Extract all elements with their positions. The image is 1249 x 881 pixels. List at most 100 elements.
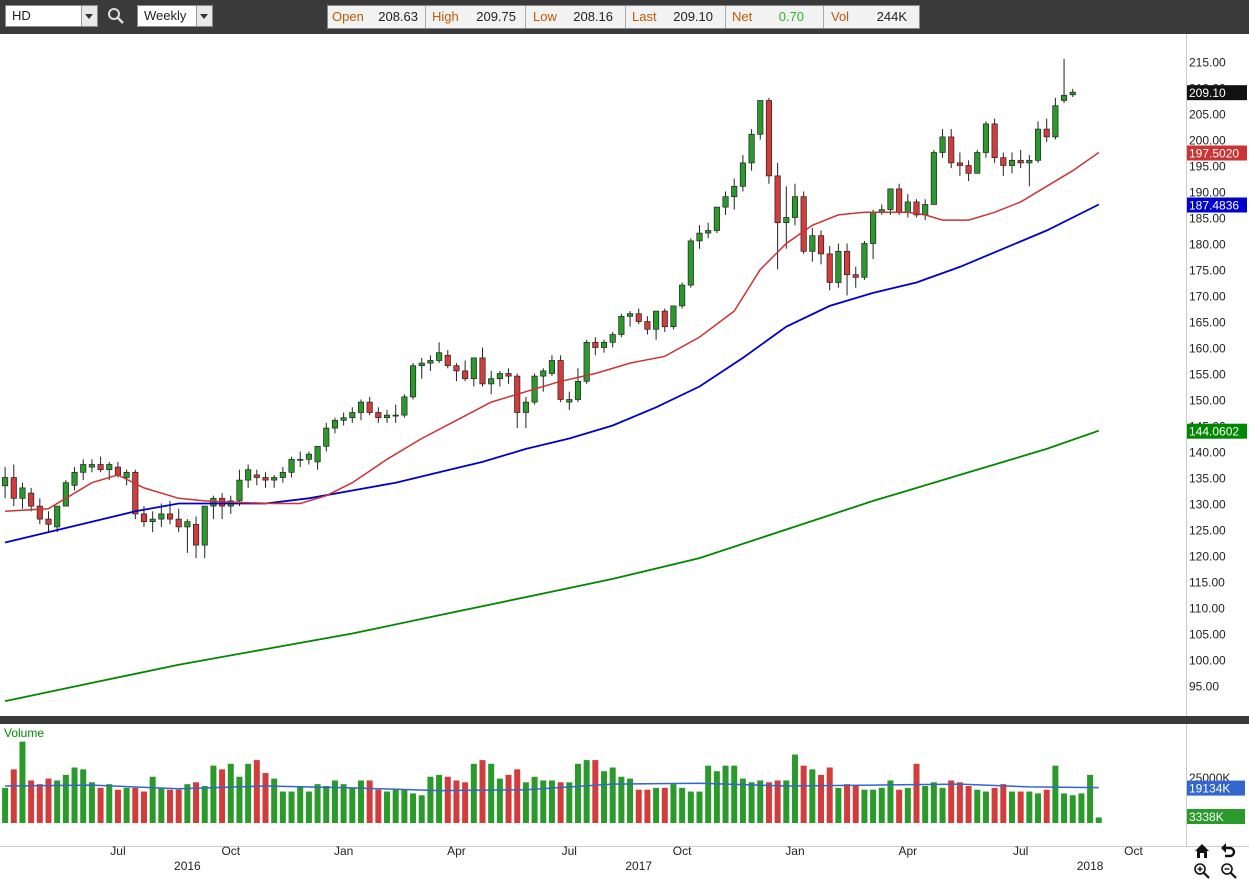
candle	[887, 188, 894, 215]
home-icon[interactable]	[1195, 844, 1209, 858]
ma-mid-label-tag	[1187, 197, 1247, 213]
candle	[696, 225, 703, 249]
x-tick-label: Oct	[221, 844, 240, 858]
price-tick-label: 155.00	[1189, 368, 1226, 382]
volume-bar	[2, 787, 9, 823]
candle	[10, 464, 17, 507]
pane-divider[interactable]	[0, 716, 1249, 724]
ma-mid-label: 187.4836	[1189, 199, 1239, 213]
volume-bar	[297, 786, 304, 823]
volume-bar	[323, 786, 330, 823]
candle	[1017, 149, 1024, 169]
volume-bar	[444, 776, 451, 823]
candle	[331, 417, 338, 434]
symbol-input[interactable]: HD	[5, 5, 98, 27]
price-tick-label: 150.00	[1189, 394, 1226, 408]
candle	[757, 100, 764, 140]
candle	[444, 350, 451, 369]
low-label: Low	[533, 9, 557, 24]
volume-title: Volume	[4, 726, 44, 740]
candle	[982, 121, 989, 158]
candle	[817, 230, 825, 265]
volume-bar	[1069, 795, 1076, 823]
ma-short-label-tag	[1187, 145, 1247, 161]
volume-bar	[357, 780, 364, 823]
volume-bar	[45, 778, 52, 823]
volume-bar	[219, 769, 226, 823]
candle	[661, 308, 668, 332]
candle	[852, 266, 859, 288]
volume-bar	[505, 774, 512, 823]
volume-bar	[653, 787, 660, 823]
volume-bar	[236, 776, 243, 823]
zoom-out-icon[interactable]	[1221, 863, 1237, 879]
candle	[488, 370, 495, 395]
volume-bar	[826, 767, 833, 823]
period-dropdown-icon[interactable]	[196, 6, 212, 26]
candle	[974, 149, 981, 174]
candle	[436, 342, 443, 364]
zoom-in-icon[interactable]	[1194, 863, 1210, 879]
volume-bar	[392, 789, 399, 823]
candle	[670, 305, 677, 330]
candle	[392, 404, 399, 423]
volume-bar	[62, 774, 69, 823]
volume-average-line	[5, 782, 1099, 792]
undo-icon[interactable]	[1221, 843, 1236, 858]
candle	[600, 339, 608, 353]
candle	[245, 464, 252, 488]
candle	[71, 467, 78, 491]
candle	[574, 368, 582, 403]
volume-bar	[592, 760, 599, 823]
volume-bar	[783, 780, 790, 823]
volume-bar	[201, 786, 208, 823]
candle	[236, 469, 243, 507]
volume-bar	[1000, 784, 1007, 823]
x-tick-label: Oct	[673, 844, 692, 858]
price-tick-label: 165.00	[1189, 316, 1226, 330]
candle	[505, 368, 512, 384]
low-value: 208.16	[573, 9, 613, 24]
chart-area[interactable]: 95.00 100.00 105.00 110.00 115.00 120.00 125.0…	[0, 34, 1249, 881]
volume-bar	[54, 780, 61, 823]
x-tick-label: Jan	[785, 844, 804, 858]
last-price-label: 209.10	[1189, 86, 1226, 100]
volume-bar	[331, 780, 338, 823]
candle	[644, 316, 651, 335]
volume-bar	[253, 760, 260, 823]
volume-bar	[19, 741, 26, 823]
candle	[62, 480, 69, 507]
x-tick-label: Apr	[898, 844, 917, 858]
price-tick-label: 160.00	[1189, 342, 1226, 356]
period-select[interactable]: Weekly	[137, 5, 213, 27]
symbol-dropdown-icon[interactable]	[81, 6, 97, 26]
search-icon[interactable]	[107, 7, 125, 25]
volume-bar	[418, 795, 425, 823]
volume-bar	[488, 763, 495, 823]
price-tick-label: 95.00	[1189, 680, 1219, 694]
vol-label: Vol	[831, 9, 850, 24]
volume-bar	[514, 769, 521, 823]
volume-bar	[705, 765, 712, 823]
candle	[288, 456, 295, 478]
candle	[956, 152, 963, 176]
vol-value: 244K	[876, 9, 907, 24]
volume-bar	[601, 771, 608, 823]
volume-bar	[670, 784, 677, 823]
price-tick-label: 215.00	[1189, 56, 1226, 70]
candle	[357, 399, 365, 421]
open-label: Open	[332, 9, 364, 24]
volume-bar	[818, 774, 825, 823]
year-label: 2017	[625, 859, 652, 873]
candle	[271, 474, 278, 488]
price-tick-label: 190.00	[1189, 186, 1226, 200]
volume-bar	[800, 765, 807, 823]
volume-bar	[271, 778, 278, 823]
candle	[123, 469, 130, 486]
candle	[583, 339, 590, 384]
price-tick-label: 175.00	[1189, 264, 1226, 278]
volume-bar	[314, 784, 321, 823]
candle	[930, 149, 937, 205]
year-label: 2016	[174, 859, 201, 873]
candle	[28, 487, 35, 512]
